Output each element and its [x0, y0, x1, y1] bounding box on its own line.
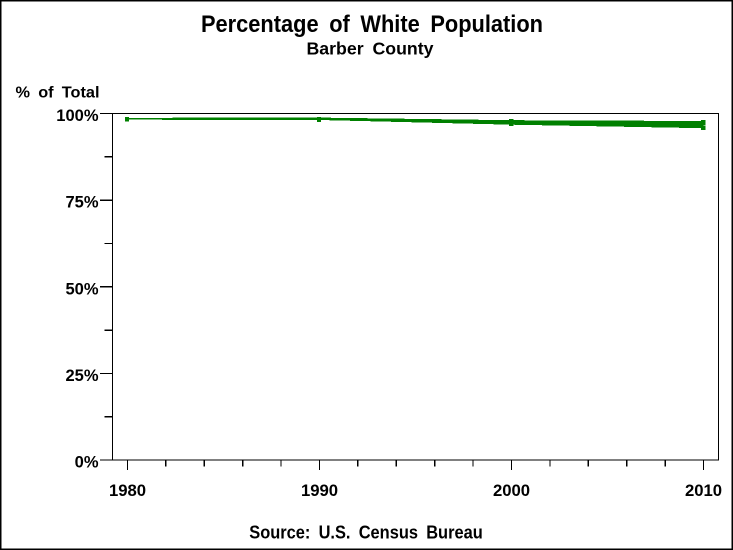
- svg-text:Barber County: Barber County: [307, 38, 434, 58]
- svg-text:% of Total: % of Total: [16, 84, 100, 101]
- svg-text:1980: 1980: [109, 481, 146, 500]
- svg-text:1990: 1990: [301, 481, 338, 500]
- svg-text:2000: 2000: [493, 481, 530, 500]
- svg-text:2010: 2010: [685, 481, 722, 500]
- svg-text:50%: 50%: [65, 280, 98, 298]
- svg-text:100%: 100%: [56, 107, 99, 125]
- svg-text:75%: 75%: [65, 194, 98, 212]
- svg-text:0%: 0%: [75, 453, 99, 471]
- svg-text:Source: U.S. Census Bureau: Source: U.S. Census Bureau: [249, 522, 483, 542]
- svg-text:Percentage of White Population: Percentage of White Population: [201, 11, 543, 38]
- svg-text:25%: 25%: [65, 367, 98, 385]
